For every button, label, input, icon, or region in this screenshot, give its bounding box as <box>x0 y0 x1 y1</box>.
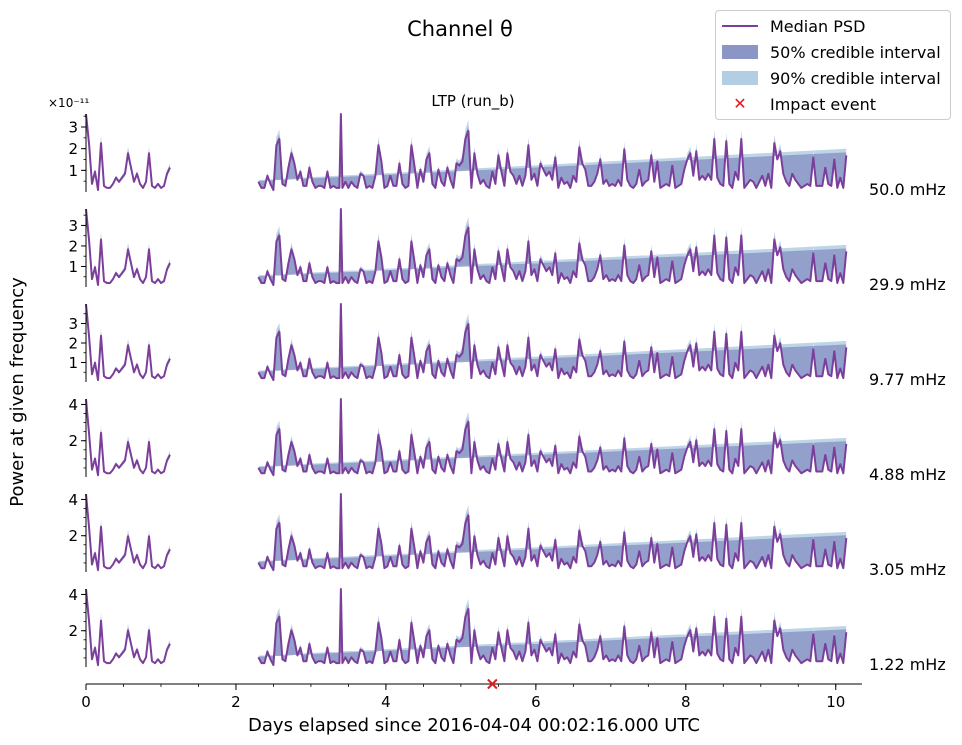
y-tick-label: 2 <box>68 335 78 353</box>
median-psd-line-2 <box>257 208 848 286</box>
y-tick-label: 1 <box>68 258 78 276</box>
median-psd-line-2 <box>257 303 848 382</box>
band50-area-1 <box>86 114 170 191</box>
panel-2: 1 2 3 29.9 mHz <box>68 208 946 294</box>
band50-area-2 <box>258 399 847 475</box>
frequency-label: 4.88 mHz <box>869 465 946 484</box>
y-tick-label: 3 <box>68 315 78 333</box>
frequency-label: 29.9 mHz <box>869 275 946 294</box>
legend-item-band50: 50% credible interval <box>716 41 941 63</box>
frequency-label: 1.22 mHz <box>869 655 946 674</box>
y-tick-label: 1 <box>68 354 78 372</box>
x-tick-label: 10 <box>826 693 845 711</box>
median-psd-line-1 <box>85 398 171 477</box>
y-tick-label: 2 <box>68 622 78 640</box>
y-tick-label: 2 <box>68 237 78 255</box>
band90-area-1 <box>86 399 170 476</box>
y-tick-label: 4 <box>68 491 78 509</box>
median-psd-line-1 <box>85 208 171 286</box>
x-tick-label: 8 <box>681 693 691 711</box>
median-psd-line-1 <box>85 303 171 382</box>
band90-swatch <box>722 71 758 85</box>
frequency-label: 9.77 mHz <box>869 370 946 389</box>
legend-item-median: Median PSD <box>716 15 865 37</box>
y-tick-label: 4 <box>68 396 78 414</box>
impact-marker-stroke <box>487 678 498 690</box>
band90-area-1 <box>86 589 170 666</box>
band90-area-1 <box>86 304 170 381</box>
frequency-label: 50.0 mHz <box>869 180 946 199</box>
y-tick-label: 4 <box>68 586 78 604</box>
band90-area-1 <box>86 494 170 571</box>
band50-area-2 <box>258 494 847 570</box>
panel-title: LTP (run_b) <box>431 92 514 111</box>
median-line-swatch <box>722 25 758 27</box>
median-psd-line-2 <box>257 493 848 572</box>
y-tick-label: 2 <box>68 527 78 545</box>
band50-area-2 <box>258 589 847 665</box>
legend-label-band50: 50% credible interval <box>770 42 941 62</box>
y-axis-label: Power at given frequency <box>7 277 28 507</box>
panel-3: 12 3 9.77 mHz <box>68 303 946 389</box>
figure-suptitle: Channel θ <box>407 17 513 41</box>
frequency-label: 3.05 mHz <box>869 560 946 579</box>
y-tick-label: 3 <box>68 217 78 235</box>
median-psd-line-2 <box>257 398 848 477</box>
median-psd-line-1 <box>85 113 171 191</box>
x-axis: 0 2 4 6 8 10 <box>81 678 862 711</box>
x-tick-label: 2 <box>231 693 241 711</box>
legend-label-band90: 90% credible interval <box>770 68 941 88</box>
legend-label-median: Median PSD <box>770 16 866 36</box>
panel-1: 1 2 3 50.0 mHz <box>68 113 946 199</box>
impact-event-marker <box>487 678 498 690</box>
median-psd-line-1 <box>85 588 171 667</box>
legend-label-impact: Impact event <box>770 94 876 114</box>
legend-item-band90: 90% credible interval <box>716 67 941 89</box>
legend-item-impact: ✕ Impact event <box>716 93 876 115</box>
panel-5: 2 4 3.05 mHz <box>68 491 945 579</box>
x-axis-label: Days elapsed since 2016-04-04 00:02:16.0… <box>248 715 700 736</box>
median-psd-line-1 <box>85 493 171 572</box>
panel-6: 2 4 1.22 mHz <box>68 586 945 674</box>
band50-area-2 <box>258 304 847 380</box>
y-tick-label: 2 <box>68 140 78 158</box>
y-tick-label: 2 <box>68 432 78 450</box>
impact-marker-icon: ✕ <box>733 94 747 113</box>
chart-legend: Median PSD 50% credible interval 90% cre… <box>715 10 951 120</box>
x-tick-label: 6 <box>531 693 541 711</box>
band50-area-1 <box>86 209 170 286</box>
x-tick-label: 0 <box>81 693 91 711</box>
median-psd-line-2 <box>257 113 848 191</box>
y-tick-label: 1 <box>68 162 78 180</box>
band50-area-2 <box>258 209 847 285</box>
panel-4: 2 4 4.88 mHz <box>68 396 945 484</box>
x-tick-label: 4 <box>381 693 391 711</box>
band50-swatch <box>722 45 758 59</box>
y-offset-text: ×10⁻¹¹ <box>48 96 89 110</box>
median-psd-line-2 <box>257 588 848 667</box>
y-tick-label: 3 <box>68 119 78 137</box>
